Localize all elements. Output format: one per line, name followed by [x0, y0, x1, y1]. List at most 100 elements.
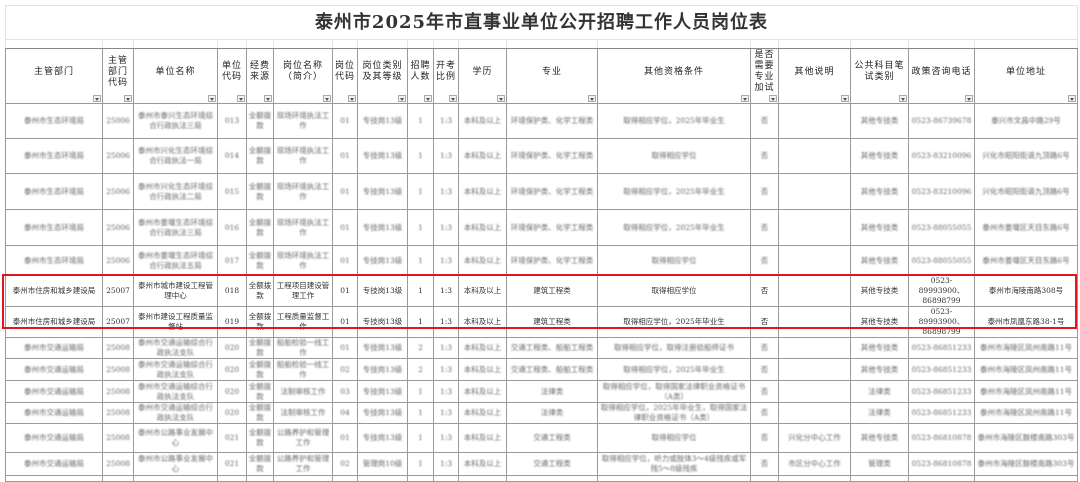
table-cell[interactable]: 0523-86810878: [908, 452, 975, 476]
table-cell[interactable]: 船舶检验一线工作: [273, 358, 333, 381]
table-cell[interactable]: 泰州市交通运输综合行政执法支队: [133, 402, 218, 424]
filter-dropdown-icon[interactable]: [841, 95, 849, 102]
table-cell[interactable]: 否: [750, 103, 779, 139]
table-cell[interactable]: 泰州市交通运输局: [5, 402, 103, 424]
table-cell[interactable]: 泰州市海陵区凤州南路11号: [974, 380, 1078, 403]
table-cell[interactable]: 泰州市海陵南路308号: [974, 275, 1078, 307]
table-cell[interactable]: 兴化市昭阳街道九顶路6号: [974, 138, 1078, 174]
table-cell[interactable]: 01: [332, 173, 358, 210]
table-cell[interactable]: 否: [750, 380, 779, 403]
table-cell[interactable]: 泰州市交通运输综合行政执法支队: [133, 337, 218, 359]
table-cell[interactable]: 其他专技类: [850, 306, 909, 338]
table-cell[interactable]: 016: [217, 209, 247, 246]
table-cell[interactable]: 专技岗13级: [357, 275, 408, 307]
table-cell[interactable]: 017: [217, 245, 247, 276]
table-cell[interactable]: 0523-89993900、86898799: [908, 275, 975, 307]
table-cell[interactable]: 1: [407, 402, 434, 424]
table-cell[interactable]: 否: [750, 337, 779, 359]
table-cell[interactable]: 全额拨款: [246, 452, 274, 476]
table-cell[interactable]: 现场环境执法工作: [273, 209, 333, 246]
table-cell[interactable]: 专技岗13级: [357, 358, 408, 381]
filter-dropdown-icon[interactable]: [124, 95, 132, 102]
table-cell[interactable]: 1:3: [433, 138, 459, 174]
table-cell[interactable]: 其他专技类: [850, 138, 909, 174]
table-cell[interactable]: 泰州市交通运输综合行政执法支队: [133, 358, 218, 381]
table-cell[interactable]: [778, 402, 851, 424]
table-cell[interactable]: 0523-86851233: [908, 402, 975, 424]
table-cell[interactable]: 泰州市交通运输局: [5, 337, 103, 359]
table-cell[interactable]: 1:3: [433, 275, 459, 307]
table-cell[interactable]: 兴化市昭阳街道九顶路6号: [974, 173, 1078, 210]
table-cell[interactable]: 全额拨款: [246, 209, 274, 246]
table-cell[interactable]: 泰州市泰兴生态环境综合行政执法三局: [133, 103, 218, 139]
table-cell[interactable]: 25008: [102, 380, 134, 403]
table-cell[interactable]: 全额拨款: [246, 423, 274, 453]
table-cell[interactable]: 013: [217, 103, 247, 139]
table-cell[interactable]: 泰州市海陵区凤州南路11号: [974, 402, 1078, 424]
table-cell[interactable]: 25007: [102, 275, 134, 307]
table-cell[interactable]: 兴化分中心工作: [778, 423, 851, 453]
table-cell[interactable]: 泰州市生态环境局: [5, 173, 103, 210]
table-cell[interactable]: 专技岗13级: [357, 209, 408, 246]
table-cell[interactable]: 泰州市姜堰区天目东路6号: [974, 245, 1078, 276]
table-cell[interactable]: 本科及以上: [458, 402, 507, 424]
table-cell[interactable]: 01: [332, 245, 358, 276]
table-cell[interactable]: 1: [407, 103, 434, 139]
table-cell[interactable]: 取得相应学位，取得注册验船师证书: [597, 337, 751, 359]
table-cell[interactable]: 现场环境执法工作: [273, 103, 333, 139]
table-cell[interactable]: 泰州市姜堰生态环境综合行政执法三局: [133, 209, 218, 246]
table-cell[interactable]: 1:3: [433, 337, 459, 359]
filter-dropdown-icon[interactable]: [497, 95, 505, 102]
table-cell[interactable]: 1: [407, 423, 434, 453]
table-cell[interactable]: 法律类: [850, 402, 909, 424]
table-cell[interactable]: 专技岗13级: [357, 423, 408, 453]
table-cell[interactable]: 泰州市交通运输局: [5, 423, 103, 453]
table-cell[interactable]: 本科及以上: [458, 209, 507, 246]
table-cell[interactable]: 否: [750, 173, 779, 210]
table-cell[interactable]: 交通工程类、船舶工程类: [506, 358, 598, 381]
table-cell[interactable]: 否: [750, 209, 779, 246]
table-cell[interactable]: 环境保护类、化学工程类: [506, 245, 598, 276]
table-cell[interactable]: 取得相应学位: [597, 138, 751, 174]
table-cell[interactable]: 020: [217, 380, 247, 403]
filter-dropdown-icon[interactable]: [208, 95, 216, 102]
table-cell[interactable]: 25006: [102, 173, 134, 210]
table-cell[interactable]: 0523-86810878: [908, 423, 975, 453]
filter-dropdown-icon[interactable]: [449, 95, 457, 102]
table-cell[interactable]: 其他专技类: [850, 358, 909, 381]
table-cell[interactable]: 本科及以上: [458, 173, 507, 210]
table-cell[interactable]: 管理岗10级: [357, 452, 408, 476]
table-cell[interactable]: 1:3: [433, 423, 459, 453]
table-cell[interactable]: 02: [332, 452, 358, 476]
table-cell[interactable]: [778, 103, 851, 139]
table-cell[interactable]: 0523-86851233: [908, 358, 975, 381]
table-cell[interactable]: 全额拨款: [246, 138, 274, 174]
table-cell[interactable]: 1: [407, 138, 434, 174]
table-cell[interactable]: 其他专技类: [850, 209, 909, 246]
table-cell[interactable]: 否: [750, 275, 779, 307]
table-cell[interactable]: 现场环境执法工作: [273, 245, 333, 276]
table-cell[interactable]: 取得相应学位: [597, 275, 751, 307]
table-cell[interactable]: 1: [407, 209, 434, 246]
table-cell[interactable]: 专技岗13级: [357, 103, 408, 139]
table-cell[interactable]: 1:3: [433, 209, 459, 246]
table-cell[interactable]: 泰兴市文昌中路29号: [974, 103, 1078, 139]
table-cell[interactable]: 专技岗13级: [357, 173, 408, 210]
table-cell[interactable]: 020: [217, 402, 247, 424]
table-cell[interactable]: 03: [332, 380, 358, 403]
table-cell[interactable]: 交通工程类: [506, 452, 598, 476]
table-cell[interactable]: 否: [750, 452, 779, 476]
table-cell[interactable]: 管理类: [850, 452, 909, 476]
table-cell[interactable]: 工程项目建设管理工作: [273, 275, 333, 307]
table-cell[interactable]: 泰州市城市建设工程管理中心: [133, 275, 218, 307]
table-cell[interactable]: 法制审核工作: [273, 402, 333, 424]
table-cell[interactable]: 专技岗13级: [357, 402, 408, 424]
table-cell[interactable]: 1: [407, 380, 434, 403]
table-cell[interactable]: 法制审核工作: [273, 380, 333, 403]
filter-dropdown-icon[interactable]: [323, 95, 331, 102]
table-cell[interactable]: 取得相应学位，取得国家法律职业资格证书（A类）: [597, 380, 751, 403]
table-cell[interactable]: 泰州市姜堰生态环境综合行政执法五局: [133, 245, 218, 276]
table-cell[interactable]: 本科及以上: [458, 306, 507, 338]
table-cell[interactable]: 25008: [102, 423, 134, 453]
table-cell[interactable]: 泰州市海陵区鼓楼南路303号: [974, 423, 1078, 453]
